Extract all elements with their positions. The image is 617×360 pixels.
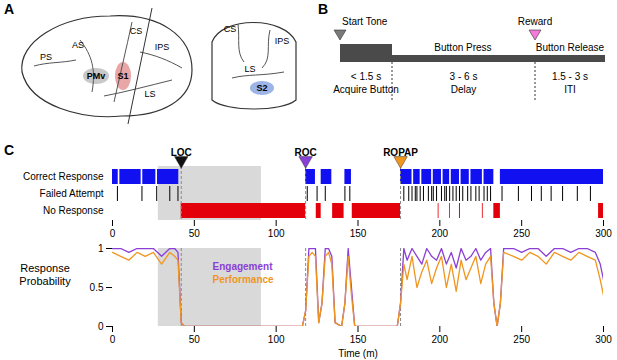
svg-text:IPS: IPS	[275, 36, 290, 46]
svg-text:A: A	[4, 1, 14, 17]
svg-text:ITI: ITI	[564, 84, 576, 95]
svg-text:250: 250	[513, 228, 530, 239]
svg-text:Failed Attempt: Failed Attempt	[40, 188, 104, 199]
svg-text:Engagement: Engagement	[213, 261, 274, 272]
svg-text:1: 1	[98, 243, 104, 254]
svg-text:ROC: ROC	[295, 147, 317, 158]
svg-text:CS: CS	[130, 26, 143, 36]
svg-text:Performance: Performance	[213, 274, 275, 285]
svg-text:PMv: PMv	[87, 71, 106, 81]
svg-text:0: 0	[98, 321, 104, 332]
svg-text:50: 50	[189, 228, 201, 239]
svg-text:< 1.5 s: < 1.5 s	[351, 71, 381, 82]
svg-text:150: 150	[350, 334, 367, 345]
svg-text:Reward: Reward	[518, 16, 552, 27]
svg-text:Delay: Delay	[451, 84, 477, 95]
svg-text:250: 250	[513, 334, 530, 345]
svg-text:No Response: No Response	[43, 205, 104, 216]
svg-text:PS: PS	[40, 52, 52, 62]
svg-text:Correct Response: Correct Response	[23, 171, 104, 182]
svg-text:Start Tone: Start Tone	[342, 16, 388, 27]
svg-text:300: 300	[595, 334, 612, 345]
svg-text:50: 50	[189, 334, 201, 345]
svg-text:1.5 - 3 s: 1.5 - 3 s	[552, 71, 588, 82]
svg-text:200: 200	[431, 334, 448, 345]
svg-text:LS: LS	[244, 64, 255, 74]
svg-text:0.5: 0.5	[90, 282, 104, 293]
svg-text:IPS: IPS	[155, 42, 170, 52]
svg-text:150: 150	[350, 228, 367, 239]
svg-text:Button Release: Button Release	[536, 42, 605, 53]
svg-text:3 - 6 s: 3 - 6 s	[450, 71, 478, 82]
svg-text:S2: S2	[256, 83, 267, 93]
svg-text:100: 100	[268, 228, 285, 239]
svg-text:200: 200	[431, 228, 448, 239]
svg-text:100: 100	[268, 334, 285, 345]
svg-text:0: 0	[110, 228, 116, 239]
svg-text:ROPAP: ROPAP	[383, 147, 418, 158]
svg-text:Time (m): Time (m)	[338, 348, 378, 359]
svg-text:Acquire Button: Acquire Button	[333, 84, 399, 95]
svg-text:B: B	[318, 1, 328, 17]
svg-text:Button Press: Button Press	[434, 42, 491, 53]
svg-text:0: 0	[110, 334, 116, 345]
svg-text:300: 300	[595, 228, 612, 239]
html-text:Response Probability: Response Probability	[19, 262, 71, 287]
html-text:C: C	[4, 142, 15, 158]
svg-text:CS: CS	[224, 24, 237, 34]
svg-text:S1: S1	[117, 71, 128, 81]
svg-text:LS: LS	[144, 89, 155, 99]
svg-text:LOC: LOC	[171, 147, 192, 158]
svg-text:AS: AS	[72, 40, 84, 50]
